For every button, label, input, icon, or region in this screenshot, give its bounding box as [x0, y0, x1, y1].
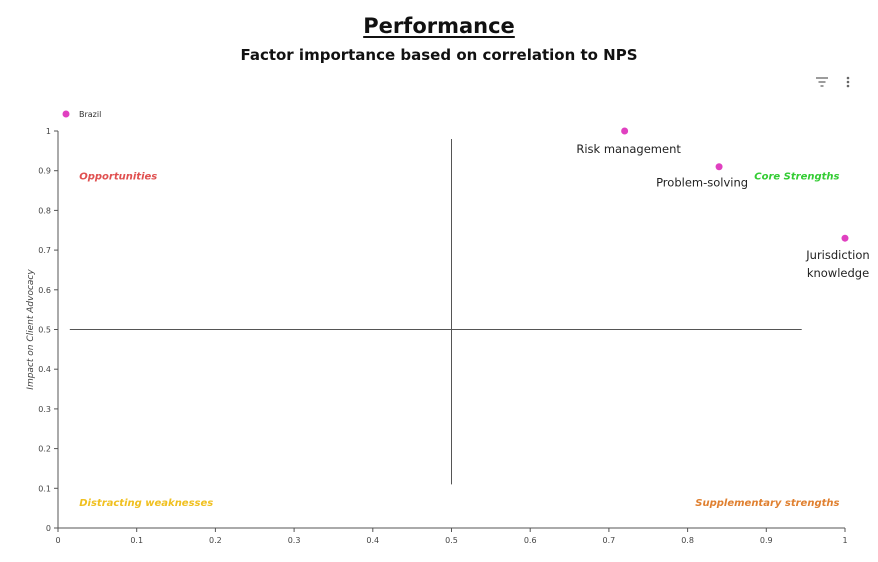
y-tick-label: 0.2: [38, 445, 51, 454]
y-tick-label: 1: [46, 127, 51, 136]
chart-title: Performance: [363, 14, 515, 38]
y-tick-label: 0: [46, 524, 51, 533]
y-axis-label: Impact on Client Advocacy: [26, 269, 36, 390]
legend-label-brazil: Brazil: [79, 110, 101, 119]
quadrant-label-supplementary-strengths: Supplementary strengths: [695, 498, 839, 509]
x-tick-label: 0: [55, 536, 60, 545]
x-tick-label: 0.9: [760, 536, 773, 545]
y-tick-label: 0.5: [38, 326, 51, 335]
chart-subtitle: Factor importance based on correlation t…: [240, 46, 638, 64]
x-tick-label: 0.1: [130, 536, 143, 545]
y-tick-label: 0.8: [38, 206, 51, 215]
data-point: [621, 127, 629, 135]
x-tick-label: 0.2: [209, 536, 222, 545]
x-tick-label: 0.8: [681, 536, 694, 545]
filter-icon[interactable]: [814, 74, 830, 90]
x-tick-label: 0.6: [524, 536, 537, 545]
x-tick-label: 0.4: [366, 536, 379, 545]
y-tick-label: 0.9: [38, 167, 51, 176]
data-point-label: Jurisdiction knowledge: [805, 248, 869, 280]
x-tick-label: 0.7: [603, 536, 616, 545]
y-tick-label: 0.1: [38, 484, 51, 493]
quadrant-label-core-strengths: Core Strengths: [754, 171, 839, 182]
data-point: [841, 234, 849, 242]
y-tick-label: 0.6: [38, 286, 51, 295]
data-point-label: Risk management: [576, 142, 681, 156]
more-vertical-icon[interactable]: [840, 74, 856, 90]
legend-marker: [62, 110, 70, 118]
data-point: [715, 163, 723, 171]
quadrant-label-opportunities: Opportunities: [79, 171, 157, 182]
data-point-label: Problem-solving: [656, 176, 748, 190]
x-tick-label: 1: [842, 536, 847, 545]
y-tick-label: 0.3: [38, 405, 51, 414]
x-tick-label: 0.5: [445, 536, 458, 545]
x-tick-label: 0.3: [288, 536, 301, 545]
quadrant-label-distracting-weaknesses: Distracting weaknesses: [79, 498, 213, 509]
y-tick-label: 0.4: [38, 365, 51, 374]
y-tick-label: 0.7: [38, 246, 51, 255]
